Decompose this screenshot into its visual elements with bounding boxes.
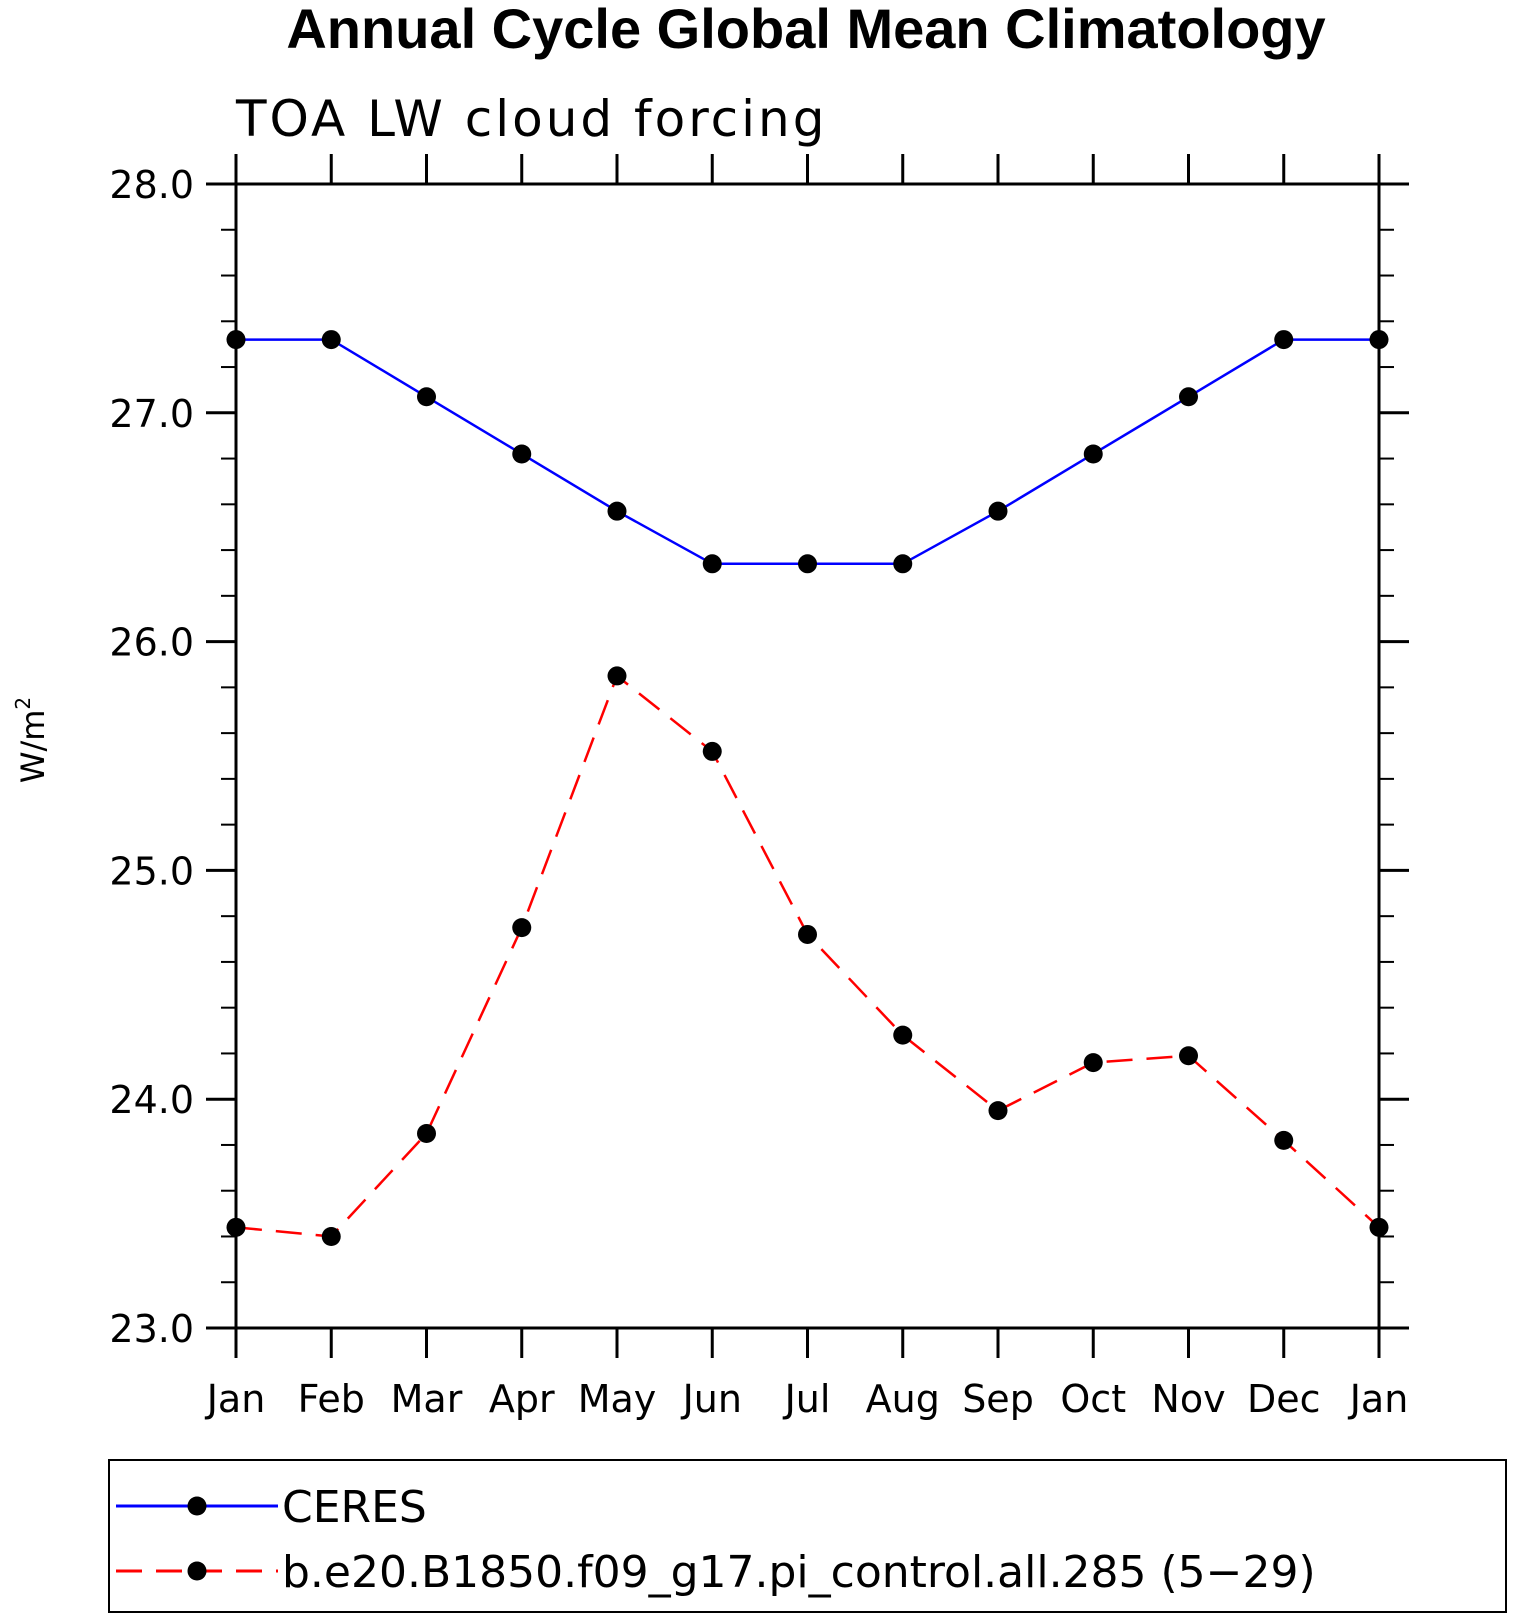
y-axis-label: W/m2	[11, 697, 52, 783]
series-2-point	[893, 1025, 913, 1045]
x-tick-label: Jan	[1348, 1377, 1409, 1421]
series-1-point	[798, 554, 817, 574]
series-line-1	[236, 338, 1379, 566]
y-tick-label: 26.0	[109, 621, 194, 665]
series-1-point	[1179, 387, 1198, 407]
series-2-point	[1274, 1130, 1294, 1150]
series-1-point	[607, 501, 627, 521]
y-tick-label: 23.0	[109, 1307, 194, 1351]
plot-frame	[234, 182, 1381, 1330]
y-tick-label: 27.0	[109, 392, 194, 436]
series-1-point	[1083, 444, 1103, 464]
x-tick-label: Nov	[1151, 1377, 1225, 1421]
x-tick-label: Mar	[391, 1377, 463, 1421]
chart-subtitle: TOA LW cloud forcing	[235, 90, 827, 148]
series-1-point	[893, 554, 913, 574]
series-2-point	[417, 1124, 436, 1144]
y-axis-label-text: W/m	[14, 710, 52, 784]
series-1-point	[512, 444, 532, 464]
series-1-point	[417, 387, 436, 407]
y-axis-label-superscript: 2	[11, 697, 35, 710]
legend: CERES b.e20.B1850.f09_g17.pi_control.all.…	[108, 1459, 1507, 1613]
series-1-point	[1274, 330, 1294, 350]
chart-title: Annual Cycle Global Mean Climatology	[286, 0, 1325, 60]
svg-text:W/m2: W/m2	[11, 697, 52, 783]
x-tick-label: Sep	[962, 1377, 1034, 1421]
x-tick-label: Jul	[783, 1377, 831, 1421]
series-line-2	[235, 673, 1380, 1238]
series-2-point	[988, 1101, 1008, 1121]
series-1-point	[321, 330, 341, 350]
y-tick-label: 25.0	[109, 849, 194, 893]
x-tick-label: Aug	[866, 1377, 940, 1421]
x-tick-label: Oct	[1060, 1377, 1126, 1421]
series-2-point	[1083, 1053, 1103, 1073]
y-tick-label: 28.0	[109, 163, 194, 207]
x-tick-label: Dec	[1247, 1377, 1321, 1421]
series-2-point	[798, 924, 817, 944]
legend-box	[108, 1459, 1507, 1613]
x-tick-label: Jun	[681, 1377, 742, 1421]
series-2-point	[321, 1226, 341, 1246]
series-2-point	[512, 918, 532, 938]
series-1-point	[702, 554, 722, 574]
series-1-point	[988, 501, 1008, 521]
series-2-point	[607, 666, 627, 686]
legend-label-2: b.e20.B1850.f09_g17.pi_control.all.285 (…	[282, 1547, 1316, 1598]
y-tick-label: 24.0	[109, 1078, 194, 1122]
x-tick-label: Apr	[489, 1377, 555, 1421]
series-2-point	[1179, 1046, 1198, 1066]
x-tick-label: Feb	[298, 1377, 365, 1421]
legend-marker-1	[187, 1496, 207, 1516]
x-tick-label: Jan	[205, 1377, 266, 1421]
legend-marker-2	[187, 1561, 207, 1581]
series-2-point	[702, 741, 722, 761]
x-tick-label: May	[578, 1377, 657, 1421]
legend-label-1: CERES	[282, 1482, 427, 1533]
